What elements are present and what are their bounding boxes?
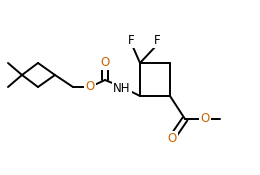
Text: O: O: [85, 80, 95, 93]
Text: O: O: [100, 57, 110, 69]
Text: F: F: [154, 34, 160, 47]
Text: F: F: [128, 34, 134, 47]
Text: O: O: [167, 131, 177, 145]
Text: NH: NH: [113, 82, 131, 96]
Text: O: O: [200, 113, 210, 125]
